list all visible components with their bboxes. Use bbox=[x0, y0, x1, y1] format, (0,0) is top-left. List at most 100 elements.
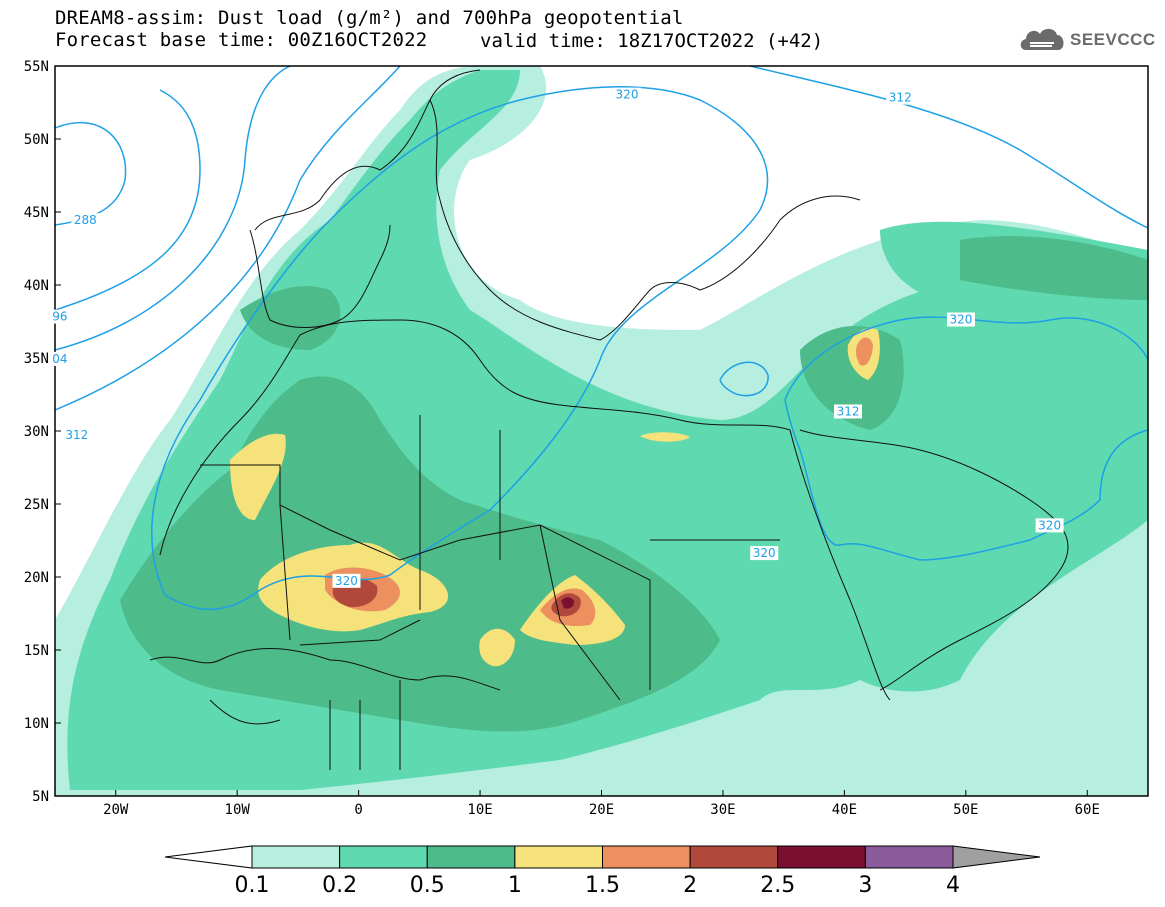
geopotential-contours bbox=[55, 66, 1148, 611]
contour-label: 312 bbox=[62, 427, 91, 442]
africa-coast bbox=[159, 319, 791, 556]
colorbar-label: 3 bbox=[858, 873, 872, 898]
colorbar-segment bbox=[251, 845, 341, 869]
lat-tick-label: 40N bbox=[24, 278, 49, 294]
dust-1.0-west bbox=[230, 433, 286, 520]
iberia bbox=[249, 224, 391, 328]
dust-0.5-caspian bbox=[960, 236, 1148, 300]
colorbar-high-arrow bbox=[952, 845, 1041, 869]
colorbar-segment bbox=[689, 845, 779, 869]
dust-field bbox=[55, 66, 1148, 796]
contour-label: 320 bbox=[1035, 518, 1064, 533]
contour-label-text: 320 bbox=[950, 313, 973, 327]
colorbar-segment bbox=[777, 845, 866, 869]
contour-label-text: 320 bbox=[335, 574, 358, 588]
dust-0.5-north bbox=[240, 286, 341, 350]
contour-label: 96 bbox=[49, 309, 70, 324]
contour-label-text: 288 bbox=[74, 213, 97, 227]
colorbar-segment bbox=[339, 845, 428, 869]
contour-label-bg bbox=[886, 90, 915, 105]
contour-312-north bbox=[749, 66, 1148, 229]
contour-label-text: 320 bbox=[753, 546, 776, 560]
contour-label: 320 bbox=[946, 312, 975, 327]
colorbar-label: 2 bbox=[683, 873, 697, 898]
lon-tick-label: 20W bbox=[103, 802, 129, 818]
contour-label-bg bbox=[750, 546, 779, 561]
contour-label-text: 320 bbox=[616, 88, 639, 102]
map-title: DREAM8-assim: Dust load (g/m²) and 700hP… bbox=[55, 7, 684, 29]
contour-312-cyprus bbox=[719, 361, 769, 397]
red-sea bbox=[789, 429, 891, 701]
colorbar-label: 1.5 bbox=[585, 873, 620, 898]
lon-tick-label: 10W bbox=[225, 802, 251, 818]
contour-label-bg bbox=[834, 404, 863, 419]
contour-label-bg bbox=[49, 351, 70, 366]
lon-tick-label: 40E bbox=[832, 802, 857, 818]
colorbar-low-arrow bbox=[164, 845, 253, 869]
contour-label-bg bbox=[613, 87, 642, 102]
contour-296 bbox=[55, 89, 201, 311]
lat-tick-label: 20N bbox=[24, 570, 49, 586]
contour-label: 320 bbox=[332, 573, 361, 588]
west-africa-borders bbox=[149, 648, 501, 770]
contour-label-bg bbox=[62, 427, 91, 442]
lon-tick-label: 50E bbox=[953, 802, 978, 818]
colorbar-label: 0.5 bbox=[410, 873, 445, 898]
contour-label-text: 04 bbox=[52, 352, 67, 366]
contour-label: 320 bbox=[750, 546, 779, 561]
dust-1.0-niger bbox=[479, 628, 515, 667]
contour-312-west bbox=[55, 66, 401, 411]
contour-label-text: 312 bbox=[837, 404, 860, 418]
dust-1.0-egypt bbox=[640, 432, 690, 442]
contour-label-bg bbox=[946, 312, 975, 327]
colorbar-segment bbox=[426, 845, 516, 869]
dust-1.5-iraq bbox=[856, 337, 873, 366]
cloud-logo-icon bbox=[1020, 28, 1064, 50]
lon-tick-label: 60E bbox=[1075, 802, 1100, 818]
valid-time: valid time: 18Z17OCT2022 (+42) bbox=[480, 30, 824, 52]
lat-tick-label: 25N bbox=[24, 497, 49, 513]
contour-label-text: 96 bbox=[52, 310, 67, 324]
contour-label-bg bbox=[1035, 518, 1064, 533]
contour-label: 320 bbox=[613, 87, 642, 102]
colorbar-label: 0.2 bbox=[322, 873, 357, 898]
contour-320-north bbox=[151, 86, 769, 611]
colorbar-label: 1 bbox=[508, 873, 522, 898]
lat-tick-label: 45N bbox=[24, 205, 49, 221]
lat-tick-label: 55N bbox=[24, 59, 49, 75]
lon-tick-label: 30E bbox=[710, 802, 735, 818]
contour-label: 312 bbox=[834, 404, 863, 419]
contour-label: 288 bbox=[71, 213, 100, 228]
contour-labels: 288 96 04 312 320 312 320 320 312 320 320 bbox=[49, 87, 1064, 588]
contour-label-text: 320 bbox=[1038, 518, 1061, 532]
lat-tick-label: 30N bbox=[24, 424, 49, 440]
colorbar-segment bbox=[514, 845, 603, 869]
lon-tick-label: 10E bbox=[467, 802, 492, 818]
contour-label-text: 312 bbox=[889, 91, 912, 105]
forecast-base-time: Forecast base time: 00Z16OCT2022 bbox=[55, 29, 428, 51]
seevccc-logo: SEEVCCC bbox=[1018, 22, 1155, 58]
contour-label-bg bbox=[49, 309, 70, 324]
lat-tick-label: 5N bbox=[32, 789, 49, 805]
logo-text: SEEVCCC bbox=[1070, 30, 1156, 49]
lat-tick-label: 15N bbox=[24, 643, 49, 659]
contour-label-text: 312 bbox=[65, 428, 88, 442]
map-axes: 55N 50N 45N 40N 35N 30N 25N 20N 15N 10N 5N 20W 10W 0 1… bbox=[24, 59, 1100, 818]
lat-tick-label: 10N bbox=[24, 716, 49, 732]
lat-tick-label: 35N bbox=[24, 351, 49, 367]
colorbar-label: 2.5 bbox=[760, 873, 795, 898]
contour-label-bg bbox=[71, 213, 100, 228]
lat-tick-label: 50N bbox=[24, 132, 49, 148]
dust-2.5-core bbox=[561, 597, 575, 609]
contour-label: 312 bbox=[886, 90, 915, 105]
colorbar-segment bbox=[602, 845, 691, 869]
lon-tick-label: 20E bbox=[589, 802, 614, 818]
contour-label: 04 bbox=[49, 351, 70, 366]
sahara-borders bbox=[200, 415, 780, 701]
contour-label-bg bbox=[332, 573, 361, 588]
colorbar-segment bbox=[864, 845, 954, 869]
contour-304 bbox=[55, 66, 291, 351]
colorbar-label: 4 bbox=[946, 873, 960, 898]
